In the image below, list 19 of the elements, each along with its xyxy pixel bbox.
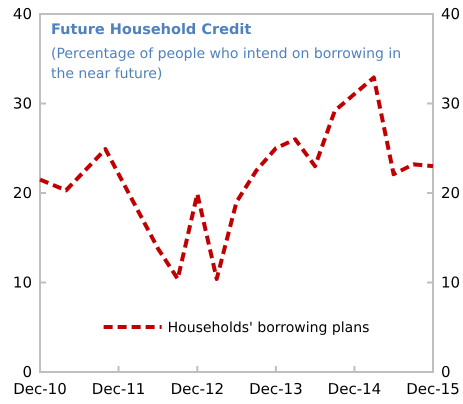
x-tick-label: Dec-10 [13, 380, 67, 398]
x-tick-label: Dec-12 [170, 380, 224, 398]
y2-tick-label: 20 [441, 184, 460, 202]
y2-tick-label: 10 [441, 273, 460, 292]
y-tick-label: 10 [12, 273, 32, 292]
y-tick-label: 40 [12, 4, 32, 23]
legend-label: Households' borrowing plans [168, 320, 370, 336]
y-tick-label: 0 [22, 362, 32, 381]
x-tick-label: Dec-14 [328, 380, 382, 398]
x-tick-label: Dec-11 [92, 380, 146, 398]
y-tick-label: 20 [12, 184, 32, 202]
y-tick-label: 30 [12, 94, 32, 112]
x-tick-label: Dec-13 [249, 380, 303, 398]
text: (Percentage of people who intend on borrowing in the near future) [51, 46, 402, 82]
y2-tick-label: 40 [441, 4, 460, 23]
y2-tick-label: 30 [441, 94, 460, 112]
x-tick-label: Dec-15 [406, 380, 460, 398]
text: Future Household Credit [51, 22, 252, 38]
y2-tick-label: 0 [441, 362, 451, 381]
